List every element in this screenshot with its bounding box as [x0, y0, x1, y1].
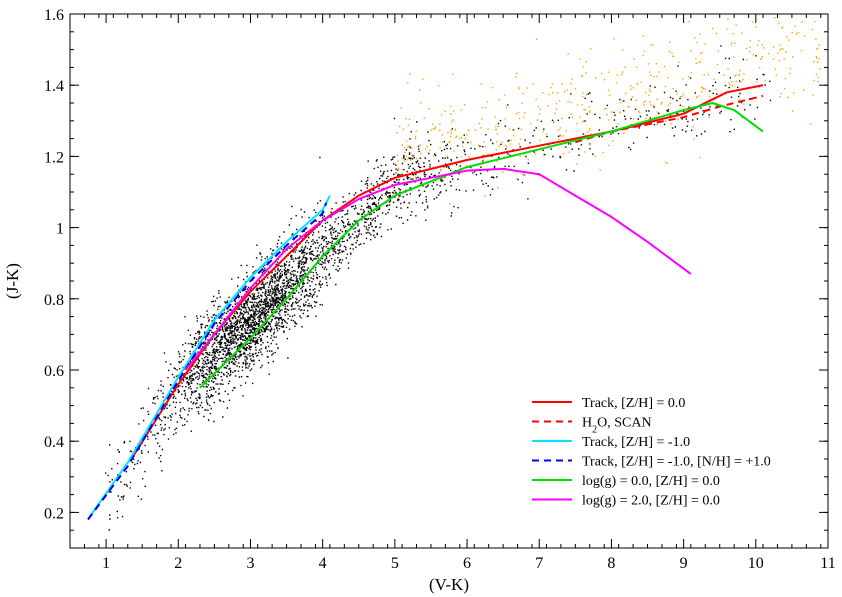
legend-label-6: log(g) = 2.0, [Z/H] = 0.0 — [582, 494, 720, 509]
legend-label-3: Track, [Z/H] = -1.0 — [582, 435, 690, 450]
x-tick-label: 7 — [535, 555, 543, 572]
axis-ticks: 1 2 3 4 5 6 7 8 9 10 11 0.2 0.4 0.6 0.8 1 1.2 1.4 1.6 — [44, 7, 836, 572]
y-tick-label: 1.2 — [44, 149, 64, 166]
x-tick-label: 1 — [102, 555, 110, 572]
x-tick-label: 2 — [174, 555, 182, 572]
series-line-3 — [89, 195, 331, 517]
model-tracks — [87, 84, 764, 521]
x-tick-label: 3 — [246, 555, 254, 572]
y-tick-label: 1.6 — [44, 7, 64, 24]
series-line-2 — [575, 94, 764, 144]
legend-label-1: Track, [Z/H] = 0.0 — [582, 396, 685, 411]
x-tick-label: 8 — [607, 555, 615, 572]
legend-label-4: Track, [Z/H] = -1.0, [N/H] = +1.0 — [582, 455, 771, 470]
x-tick-label: 11 — [820, 555, 835, 572]
x-tick-label: 5 — [391, 555, 399, 572]
series-line-6 — [184, 167, 692, 371]
legend-label-2: H2O, SCAN — [582, 416, 652, 436]
series-line-5 — [199, 102, 764, 389]
x-tick-label: 4 — [319, 555, 327, 572]
y-tick-label: 0.2 — [44, 505, 64, 522]
y-tick-label: 1.4 — [44, 78, 64, 95]
y-tick-label: 0.6 — [44, 363, 64, 380]
x-tick-label: 9 — [680, 555, 688, 572]
x-tick-label: 6 — [463, 555, 471, 572]
y-tick-label: 1 — [56, 221, 64, 238]
legend-label-5: log(g) = 0.0, [Z/H] = 0.0 — [582, 474, 720, 489]
y-tick-label: 0.4 — [44, 434, 64, 451]
x-tick-label: 10 — [748, 555, 764, 572]
x-axis-title: (V-K) — [429, 575, 469, 594]
y-tick-label: 0.8 — [44, 292, 64, 309]
y-axis-title: (J-K) — [3, 263, 22, 299]
